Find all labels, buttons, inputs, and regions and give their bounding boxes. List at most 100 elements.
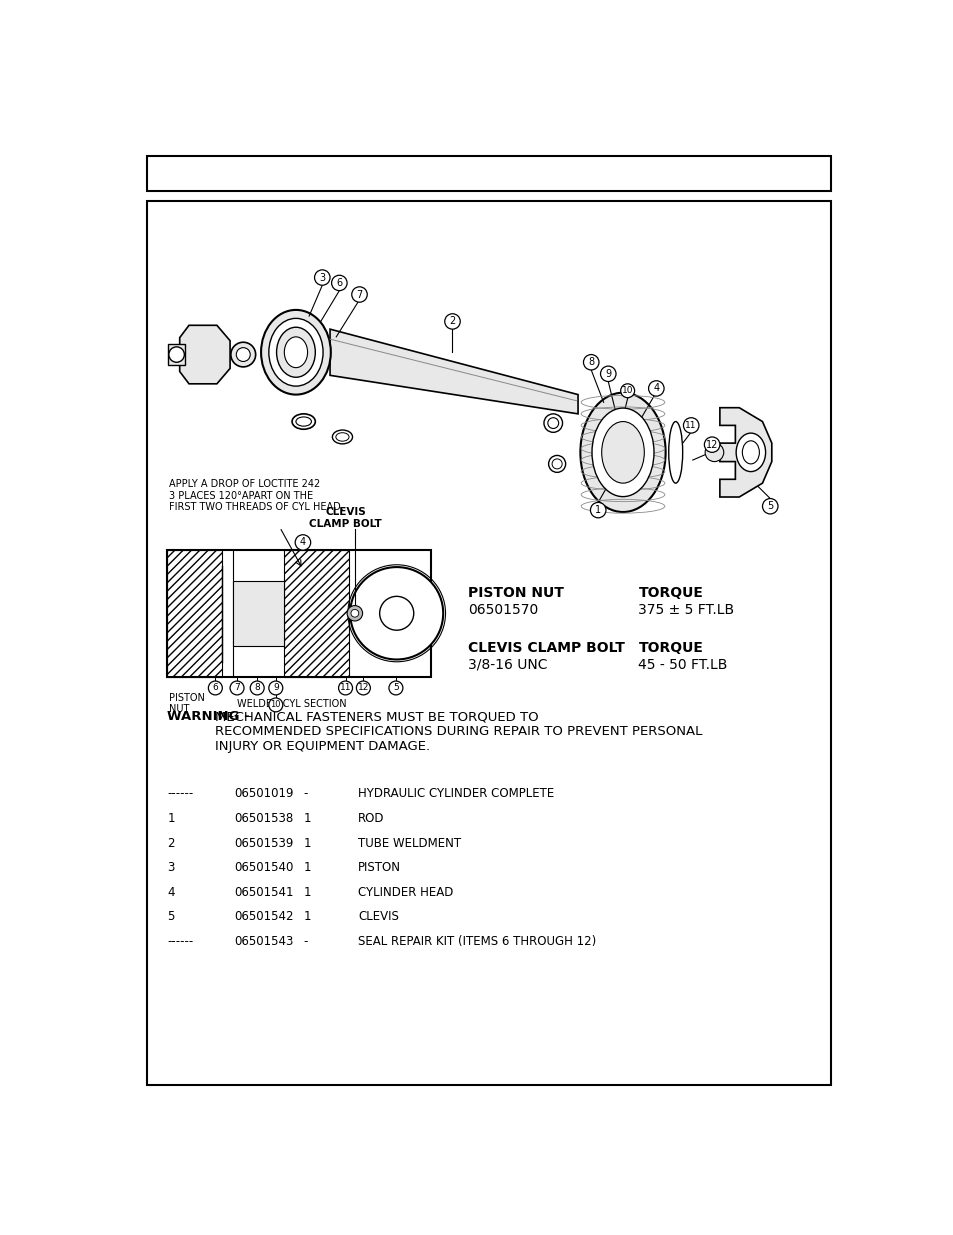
Ellipse shape [261,310,331,395]
Text: CLEVIS CLAMP BOLT: CLEVIS CLAMP BOLT [468,641,624,655]
Text: APPLY A DROP OF LOCTITE 242
3 PLACES 120°APART ON THE
FIRST TWO THREADS OF CYL H: APPLY A DROP OF LOCTITE 242 3 PLACES 120… [169,479,343,513]
Text: ROD: ROD [357,811,384,825]
Circle shape [332,275,347,290]
Text: 1: 1 [595,505,600,515]
Text: -: - [303,787,308,800]
Text: SEAL REPAIR KIT (ITEMS 6 THROUGH 12): SEAL REPAIR KIT (ITEMS 6 THROUGH 12) [357,935,596,948]
Text: 4: 4 [299,537,306,547]
Text: 11: 11 [339,683,351,693]
Text: 3/8-16 UNC: 3/8-16 UNC [468,658,547,672]
Circle shape [761,499,778,514]
Text: 06501570: 06501570 [468,603,537,616]
Circle shape [648,380,663,396]
Circle shape [314,270,330,285]
Ellipse shape [335,432,349,441]
Text: 3: 3 [319,273,325,283]
Text: 9: 9 [604,369,611,379]
Text: CYLINDER HEAD: CYLINDER HEAD [357,885,453,899]
Circle shape [682,417,699,433]
Text: WARNING -: WARNING - [167,710,254,724]
Text: 5: 5 [766,501,773,511]
Text: 6: 6 [336,278,342,288]
Text: 1: 1 [303,811,311,825]
Text: 4: 4 [167,885,174,899]
Text: 8: 8 [254,683,260,693]
Ellipse shape [548,456,565,472]
Circle shape [703,437,720,452]
Text: 4: 4 [653,383,659,394]
Text: 1: 1 [303,861,311,874]
Circle shape [590,503,605,517]
Text: PISTON: PISTON [357,861,400,874]
Ellipse shape [332,430,353,443]
Text: 06501539: 06501539 [233,836,293,850]
Circle shape [169,347,184,362]
Circle shape [379,597,414,630]
Text: TORQUE: TORQUE [638,641,702,655]
Ellipse shape [601,421,643,483]
Circle shape [250,680,264,695]
Bar [283,550,349,677]
Circle shape [389,680,402,695]
Text: 1: 1 [167,811,174,825]
Text: 2: 2 [449,316,456,326]
Text: CLEVIS
CLAMP BOLT: CLEVIS CLAMP BOLT [309,508,381,529]
Bar [167,550,221,677]
Circle shape [583,354,598,370]
Ellipse shape [292,414,315,430]
Text: TUBE WELDMENT: TUBE WELDMENT [357,836,460,850]
Text: 06501541: 06501541 [233,885,294,899]
Circle shape [269,680,282,695]
Ellipse shape [295,417,311,426]
Text: 10: 10 [621,387,633,395]
Ellipse shape [269,319,323,387]
Text: 5: 5 [393,683,398,693]
Text: 9: 9 [273,683,278,693]
Circle shape [231,342,255,367]
Ellipse shape [592,408,654,496]
Circle shape [356,680,370,695]
Ellipse shape [668,421,682,483]
Circle shape [269,698,282,711]
Text: TORQUE: TORQUE [638,585,702,599]
Text: ------: ------ [167,935,193,948]
Ellipse shape [736,433,765,472]
Text: 1: 1 [303,836,311,850]
Circle shape [347,605,362,621]
Text: PISTON
NUT: PISTON NUT [169,693,205,714]
Text: 5: 5 [167,910,174,924]
Text: -: - [303,935,308,948]
Ellipse shape [552,459,561,469]
Text: 3: 3 [167,861,174,874]
Text: 2: 2 [167,836,174,850]
Ellipse shape [543,414,562,432]
Text: WELDED CYL SECTION: WELDED CYL SECTION [236,699,346,709]
Circle shape [338,680,353,695]
Circle shape [350,567,443,659]
Text: 06501543: 06501543 [233,935,293,948]
Circle shape [294,535,311,550]
Text: ------: ------ [167,787,193,800]
Text: 1: 1 [303,885,311,899]
Ellipse shape [276,327,315,377]
Circle shape [351,609,358,618]
Text: PISTON NUT: PISTON NUT [468,585,563,599]
Text: 06501019: 06501019 [233,787,294,800]
Circle shape [620,384,634,398]
Ellipse shape [741,441,759,464]
Text: 45 - 50 FT.LB: 45 - 50 FT.LB [638,658,727,672]
Text: 1: 1 [303,910,311,924]
Bar [168,343,185,366]
Circle shape [236,347,250,362]
Bar [147,156,830,190]
Text: 10: 10 [271,700,281,709]
Text: 12: 12 [357,683,369,693]
Polygon shape [330,330,578,414]
Circle shape [208,680,222,695]
Text: 375 ± 5 FT.LB: 375 ± 5 FT.LB [638,603,734,616]
Text: 11: 11 [685,421,697,430]
Ellipse shape [284,337,307,368]
Text: CLEVIS: CLEVIS [357,910,398,924]
Text: HYDRAULIC CYLINDER COMPLETE: HYDRAULIC CYLINDER COMPLETE [357,787,554,800]
Text: 8: 8 [588,357,594,367]
